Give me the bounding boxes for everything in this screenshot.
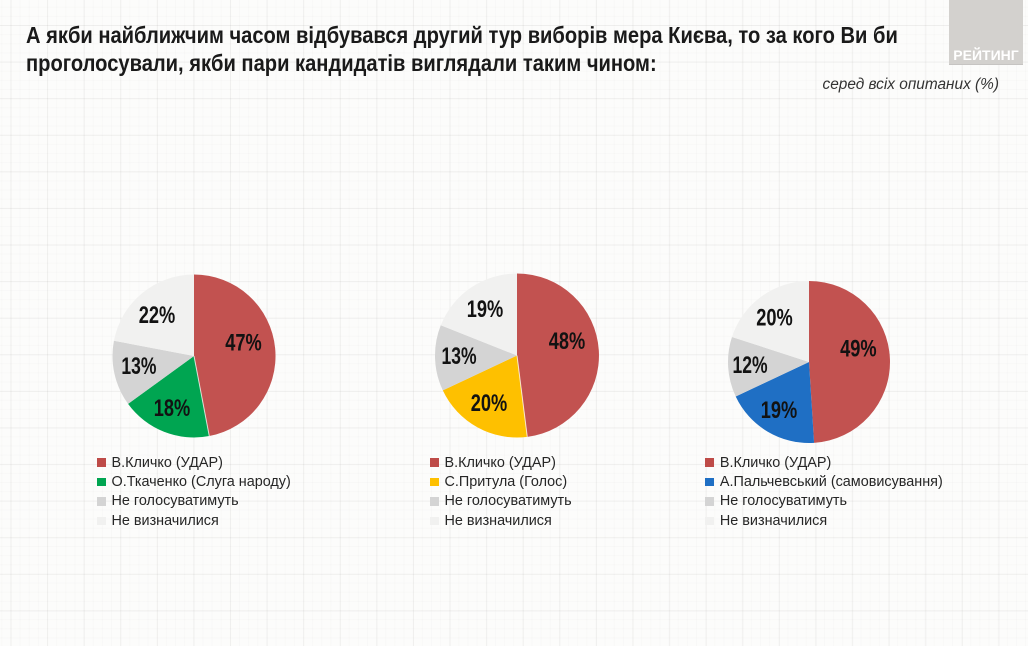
svg-text:47%: 47% [225,329,262,356]
svg-text:49%: 49% [840,335,877,362]
svg-text:13%: 13% [441,343,476,369]
svg-text:19%: 19% [467,296,504,323]
svg-text:19%: 19% [761,397,798,424]
svg-text:13%: 13% [121,354,156,380]
svg-text:48%: 48% [549,328,586,355]
svg-text:22%: 22% [139,302,176,329]
svg-text:12%: 12% [732,352,767,378]
svg-text:18%: 18% [154,395,191,422]
svg-text:20%: 20% [756,304,793,331]
svg-text:20%: 20% [471,389,508,416]
